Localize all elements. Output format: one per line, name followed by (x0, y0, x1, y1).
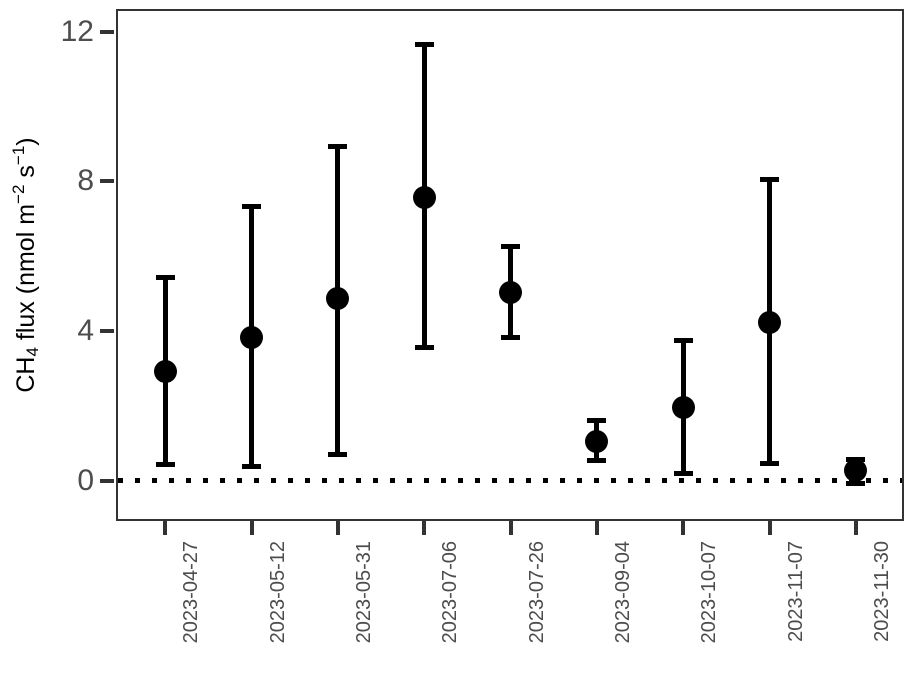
zero-reference-line (118, 478, 902, 484)
data-point (671, 396, 695, 420)
x-tick-mark (681, 521, 686, 535)
x-tick-mark (335, 521, 340, 535)
y-tick-mark (100, 179, 114, 184)
y-tick-mark (100, 329, 114, 334)
x-tick-mark (594, 521, 599, 535)
error-bar-cap (155, 461, 175, 467)
y-tick-mark (100, 478, 114, 483)
y-axis-title-part: ) (11, 137, 40, 146)
x-tick-mark (249, 521, 254, 535)
data-point (240, 325, 264, 349)
error-bar-cap (760, 460, 779, 466)
data-point (326, 287, 350, 311)
error-bar-cap (673, 470, 693, 476)
x-axis-tick-label-text: 2023-09-04 (611, 541, 634, 644)
x-axis-tick-label-text: 2023-07-26 (525, 541, 548, 644)
error-bar-cap (587, 417, 607, 423)
error-bar-cap (673, 337, 693, 343)
x-axis-tick-label-text: 2023-05-12 (266, 541, 289, 644)
error-bar-cap (242, 464, 262, 470)
x-tick-mark (163, 521, 168, 535)
y-tick-mark (100, 29, 114, 34)
data-point (585, 429, 609, 453)
x-axis-tick-label-text: 2023-04-27 (180, 541, 203, 644)
error-bar-cap (501, 334, 521, 340)
error-bar-cap (587, 458, 607, 464)
x-axis-tick-label-text: 2023-07-06 (439, 541, 462, 644)
y-axis-tick-label: 4 (77, 314, 94, 348)
x-axis-tick-label-text: 2023-11-30 (870, 541, 893, 642)
x-axis-tick-label-text: 2023-05-31 (352, 541, 375, 644)
data-point (153, 359, 177, 383)
y-axis-tick-label: 0 (77, 463, 94, 497)
y-axis-title-part: CH (11, 356, 40, 393)
data-point (758, 310, 781, 334)
x-tick-mark (422, 521, 427, 535)
x-tick-mark (508, 521, 513, 535)
y-axis-tick-label: 12 (60, 14, 94, 48)
error-bar-cap (846, 456, 866, 462)
error-bar-cap (501, 244, 521, 250)
error-bar-cap (760, 176, 779, 182)
error-bar-cap (328, 452, 348, 458)
data-point (844, 459, 868, 483)
data-point (499, 281, 523, 304)
y-axis-tick-label: 8 (77, 164, 94, 198)
error-bar-cap (414, 344, 434, 350)
x-axis-tick-label-text: 2023-10-07 (698, 541, 721, 644)
x-axis-tick-label-text: 2023-11-07 (784, 541, 807, 642)
x-tick-mark (767, 521, 772, 535)
x-tick-mark (853, 521, 858, 535)
error-bar-cap (846, 480, 866, 486)
error-bar-cap (414, 41, 434, 47)
plot-panel: 0 4 8 12 2023-04-27 2023-05-12 2023-05-31 2023-… (61, 9, 904, 643)
error-bar-cap (328, 143, 348, 149)
error-bar-cap (242, 203, 262, 209)
data-point (412, 185, 436, 209)
error-bar-cap (155, 275, 175, 281)
